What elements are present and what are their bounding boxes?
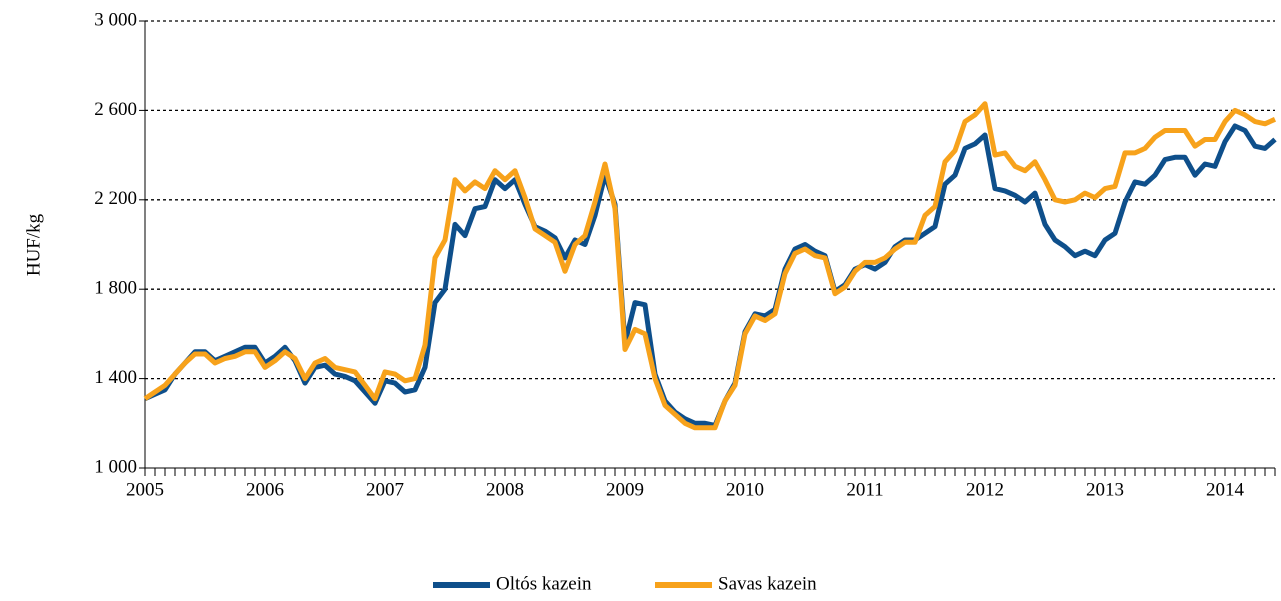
- x-tick-label: 2007: [366, 479, 404, 500]
- y-tick-label: 3 000: [94, 9, 137, 30]
- y-tick-label: 1 400: [94, 367, 137, 388]
- y-axis-label: HUF/kg: [23, 213, 44, 276]
- x-tick-label: 2012: [966, 479, 1004, 500]
- series-line: [143, 123, 1277, 428]
- y-tick-label: 2 600: [94, 99, 137, 120]
- y-tick-label: 1 800: [94, 278, 137, 299]
- x-tick-label: 2014: [1206, 479, 1245, 500]
- x-tick-label: 2005: [126, 479, 164, 500]
- series-line: [143, 101, 1277, 431]
- x-tick-label: 2006: [246, 479, 284, 500]
- legend-label: Oltós kazein: [496, 573, 592, 594]
- x-tick-label: 2009: [606, 479, 644, 500]
- x-tick-label: 2011: [846, 479, 883, 500]
- x-tick-label: 2013: [1086, 479, 1124, 500]
- y-tick-label: 1 000: [94, 456, 137, 477]
- legend-label: Savas kazein: [718, 573, 817, 594]
- y-tick-label: 2 200: [94, 188, 137, 209]
- x-tick-label: 2010: [726, 479, 764, 500]
- x-tick-label: 2008: [486, 479, 524, 500]
